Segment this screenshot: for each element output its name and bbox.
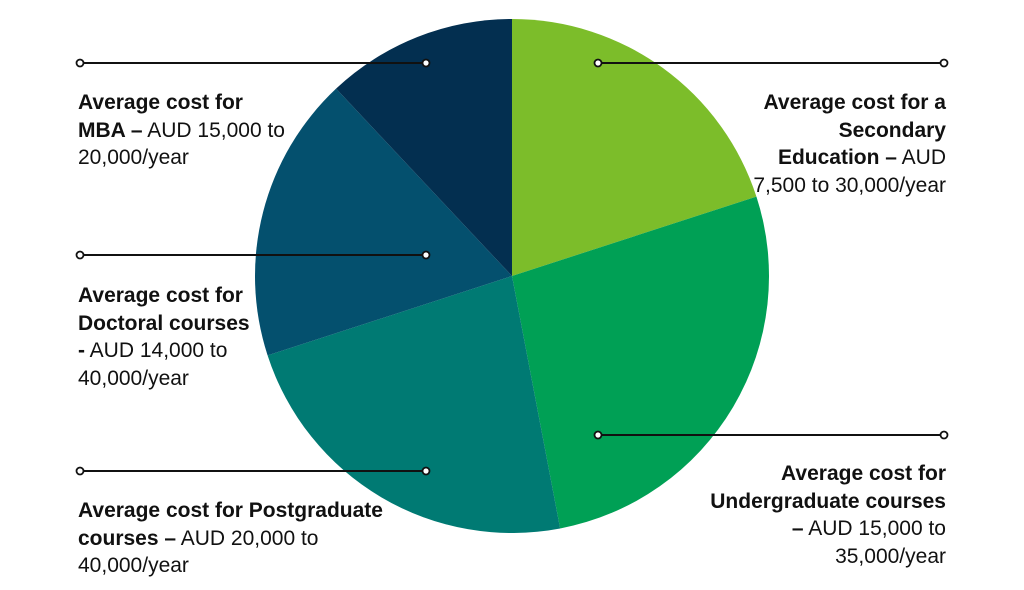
label-doctoral-rest: AUD 14,000 to 40,000/year <box>78 339 228 390</box>
label-undergraduate-rest: AUD 15,000 to 35,000/year <box>803 517 946 568</box>
label-secondary-rest: AUD 7,500 to 30,000/year <box>753 146 946 197</box>
label-postgraduate: Average cost for Postgraduate courses – … <box>78 497 388 580</box>
label-doctoral: Average cost for Doctoral courses - AUD … <box>78 282 258 392</box>
leader-dot-postgraduate-start <box>75 466 85 476</box>
label-mba: Average cost for MBA – AUD 15,000 to 20,… <box>78 89 288 172</box>
leader-dot-doctoral-start <box>75 250 85 260</box>
pie-slice-undergraduate <box>512 196 769 529</box>
pie-slice-doctoral <box>254 88 512 356</box>
leader-dot-postgraduate-end <box>421 466 431 476</box>
label-postgraduate-rest: AUD 20,000 to 40,000/year <box>78 526 319 578</box>
leader-dot-secondary-start <box>593 58 603 68</box>
pie-slice-postgraduate <box>267 276 561 533</box>
pie-slice-secondary <box>512 19 757 276</box>
label-undergraduate: Average cost for Undergraduate courses –… <box>700 460 946 570</box>
label-doctoral-bold: Average cost for Doctoral courses - <box>78 284 250 362</box>
label-mba-rest: AUD 15,000 to 20,000/year <box>78 118 285 170</box>
leader-dot-mba-end <box>421 58 431 68</box>
label-secondary-bold: Average cost for a Secondary Education – <box>763 91 946 169</box>
label-undergraduate-bold: Average cost for Undergraduate courses – <box>710 462 946 540</box>
leader-dot-secondary-end <box>939 58 949 68</box>
label-secondary: Average cost for a Secondary Education –… <box>740 89 946 199</box>
leader-dot-mba-start <box>75 58 85 68</box>
leader-dot-undergraduate-end <box>939 430 949 440</box>
leader-dot-doctoral-end <box>421 250 431 260</box>
label-mba-bold: Average cost for MBA – <box>78 91 243 142</box>
label-postgraduate-bold: Average cost for Postgraduate courses – <box>78 499 383 550</box>
leader-dot-undergraduate-start <box>593 430 603 440</box>
pie-slice-mba <box>336 19 512 276</box>
